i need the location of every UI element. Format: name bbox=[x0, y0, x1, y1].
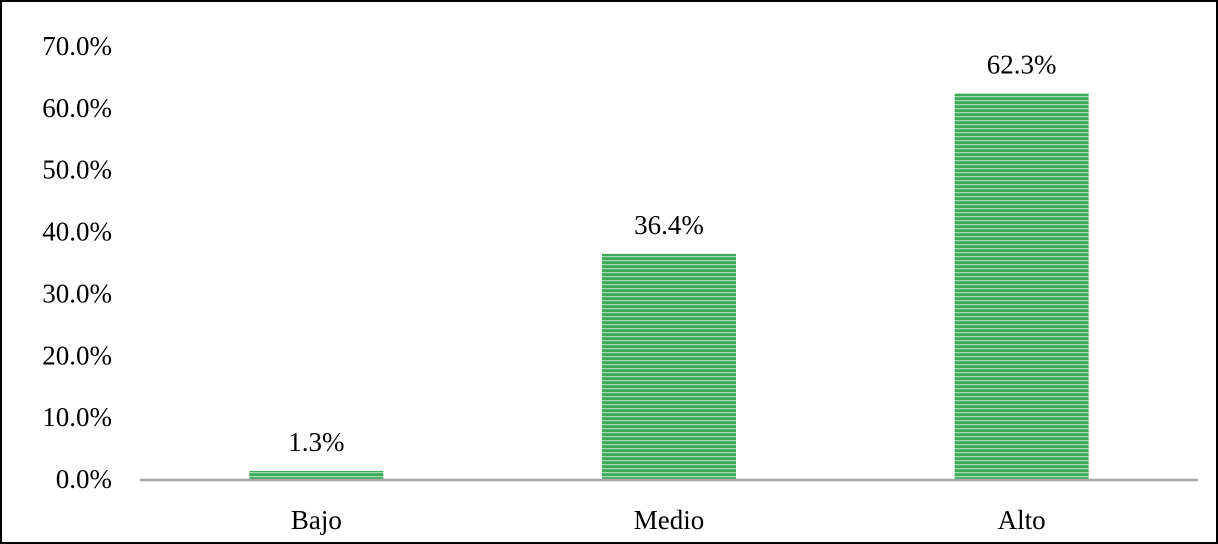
x-tick-label-bajo: Bajo bbox=[291, 505, 342, 535]
y-tick-label: 40.0% bbox=[42, 217, 112, 247]
x-axis-category-labels: Bajo Medio Alto bbox=[291, 505, 1046, 535]
y-tick-label: 30.0% bbox=[42, 278, 112, 308]
y-tick-label: 0.0% bbox=[56, 464, 112, 494]
data-label-alto: 62.3% bbox=[987, 50, 1057, 80]
x-tick-label-medio: Medio bbox=[634, 505, 705, 535]
data-label-medio: 36.4% bbox=[634, 210, 704, 240]
bar-medio bbox=[602, 253, 736, 479]
bars-group bbox=[249, 93, 1089, 479]
data-labels-group: 1.3% 36.4% 62.3% bbox=[288, 50, 1056, 457]
y-tick-label: 70.0% bbox=[42, 31, 112, 61]
data-label-bajo: 1.3% bbox=[288, 427, 344, 457]
y-tick-label: 20.0% bbox=[42, 340, 112, 370]
bar-bajo bbox=[249, 470, 384, 479]
y-tick-label: 60.0% bbox=[42, 93, 112, 123]
bar-alto bbox=[954, 93, 1089, 479]
x-tick-label-alto: Alto bbox=[998, 505, 1046, 535]
y-tick-label: 50.0% bbox=[42, 155, 112, 185]
y-axis-ticks: 0.0% 10.0% 20.0% 30.0% 40.0% 50.0% 60.0% 70.0% bbox=[42, 31, 112, 494]
y-tick-label: 10.0% bbox=[42, 402, 112, 432]
